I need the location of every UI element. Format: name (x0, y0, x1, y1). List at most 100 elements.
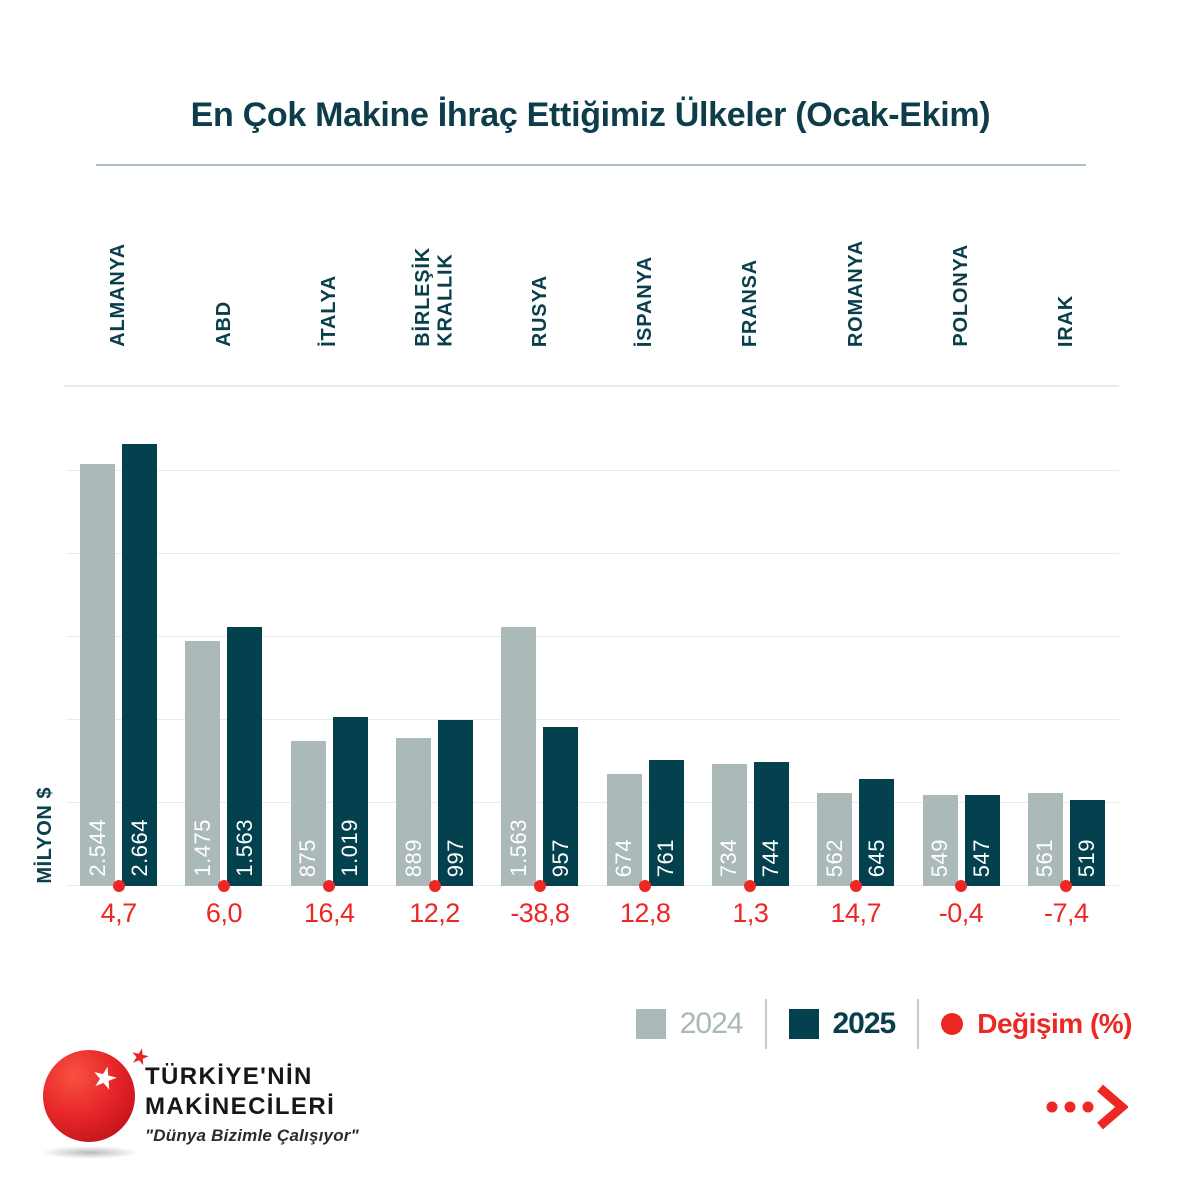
bar-2024: 1.475 (185, 641, 221, 886)
logo-shadow (40, 1146, 140, 1159)
bar-value-text: 1.563 (231, 819, 257, 877)
bar-group: 2.544 2.664 (66, 431, 171, 892)
bar-2025: 2.664 (122, 444, 158, 886)
bar-2025: 744 (753, 762, 789, 886)
country-label-cell: ABD (171, 301, 276, 347)
bar-value-label: 889 (396, 839, 431, 877)
bar-value-text: 561 (1032, 838, 1058, 877)
country-label: POLONYA (949, 244, 972, 347)
change-dot (955, 880, 968, 892)
bar-value-text: 734 (716, 838, 742, 877)
change-dot (639, 880, 652, 892)
bar-value-label: 1.475 (185, 819, 220, 877)
country-label: İTALYA (318, 275, 341, 347)
bar-2024: 562 (817, 793, 853, 886)
bar-value-label: 645 (859, 839, 894, 877)
change-value: -38,8 (510, 898, 570, 928)
country-label: ROMANYA (844, 239, 867, 347)
bar-2025: 519 (1069, 800, 1105, 886)
logo-tagline: "Dünya Bizimle Çalışıyor" (145, 1126, 359, 1145)
country-label-cell: İTALYA (277, 275, 382, 347)
title-divider (96, 164, 1086, 166)
plot-area: 2.544 2.664 1.475 1.563 875 1.019 889 997 1.563 9… (66, 431, 1119, 892)
bar-group: 734 744 (698, 431, 803, 892)
bar-value-label: 734 (712, 839, 747, 877)
bar-group: 1.475 1.563 (171, 431, 276, 892)
country-label: ALMANYA (107, 243, 130, 347)
gridline (66, 802, 1119, 803)
bar-value-label: 561 (1028, 839, 1063, 877)
bar-2025: 1.563 (227, 627, 263, 886)
gridline (66, 470, 1119, 471)
country-label-cell: POLONYA (908, 244, 1013, 347)
bar-value-text: 957 (547, 838, 573, 877)
bar-value-text: 2.664 (126, 819, 152, 877)
bar-groups: 2.544 2.664 1.475 1.563 875 1.019 889 997 1.563 9… (66, 431, 1119, 892)
bar-value-label: 674 (607, 839, 642, 877)
legend-label-change: Değişim (%) (977, 1008, 1132, 1039)
bar-2024: 549 (922, 795, 958, 886)
change-value: -0,4 (938, 898, 984, 928)
logo-text: TÜRKİYE'NİN MAKİNECİLERİ "Dünya Bizimle … (145, 1062, 359, 1146)
bar-value-label: 875 (291, 839, 326, 877)
country-label: FRANSA (739, 258, 762, 347)
change-dot-icon (941, 1013, 964, 1035)
change-dot (533, 880, 546, 892)
bar-group: 889 997 (382, 431, 487, 892)
legend-label-2025: 2025 (832, 1007, 897, 1040)
bar-value-label: 2.544 (80, 819, 115, 877)
change-value: 12,8 (619, 898, 671, 928)
bar-value-text: 519 (1074, 838, 1100, 877)
bar-value-label: 744 (754, 839, 789, 877)
change-value: -7,4 (1044, 898, 1089, 928)
bar-group: 875 1.019 (277, 431, 382, 892)
bar-value-label: 519 (1070, 839, 1105, 877)
change-dot (1060, 880, 1073, 892)
country-label: IRAK (1055, 294, 1078, 347)
change-dot (217, 880, 230, 892)
country-label-cell: RUSYA (487, 275, 592, 347)
change-dot (849, 880, 862, 892)
country-label: RUSYA (528, 274, 551, 347)
change-value: 6,0 (205, 898, 243, 928)
bar-value-text: 547 (969, 838, 995, 877)
bar-2025: 997 (438, 720, 474, 886)
change-dot (744, 880, 757, 892)
change-dot (428, 880, 441, 892)
country-labels-row: ALMANYA ABD İTALYA BİRLEŞİK KRALLIK RUSYA İSP… (66, 195, 1119, 347)
legend-divider (917, 999, 920, 1049)
gridline (66, 636, 1119, 637)
bar-2024: 2.544 (80, 464, 116, 886)
bar-2024: 889 (396, 738, 432, 886)
change-dot (112, 880, 125, 892)
bar-value-text: 2.544 (84, 819, 110, 877)
bar-group: 561 519 (1014, 431, 1119, 892)
country-label: ABD (212, 301, 235, 347)
bar-2024: 561 (1027, 793, 1063, 886)
bar-group: 549 547 (908, 431, 1013, 892)
change-dot (323, 880, 336, 892)
bar-value-text: 744 (758, 838, 784, 877)
gridline (66, 885, 1119, 886)
bar-value-text: 1.019 (337, 819, 363, 877)
change-row: 4,7 6,0 16,4 12,2 -38,8 12,8 1,3 14,7 -0,4 -7,4 (66, 893, 1119, 933)
labels-divider (64, 385, 1119, 387)
bar-2025: 1.019 (332, 717, 368, 886)
bar-value-text: 562 (821, 838, 847, 877)
legend-divider (764, 999, 767, 1049)
bar-value-label: 761 (649, 839, 684, 877)
change-value: 16,4 (303, 898, 355, 928)
bar-2025: 645 (859, 779, 895, 886)
more-arrow-icon[interactable] (1044, 1084, 1129, 1135)
bar-value-text: 997 (442, 838, 468, 877)
country-label: İSPANYA (633, 255, 656, 347)
bar-value-text: 674 (611, 838, 637, 877)
logo-name-line1: TÜRKİYE'NİN (145, 1063, 313, 1090)
logo-sphere-icon (43, 1050, 135, 1142)
bar-2024: 875 (290, 741, 326, 886)
bar-value-label: 1.019 (333, 819, 368, 877)
country-label-cell: BİRLEŞİK KRALLIK (382, 247, 487, 347)
gridline (66, 719, 1119, 720)
change-value: 4,7 (100, 898, 138, 928)
